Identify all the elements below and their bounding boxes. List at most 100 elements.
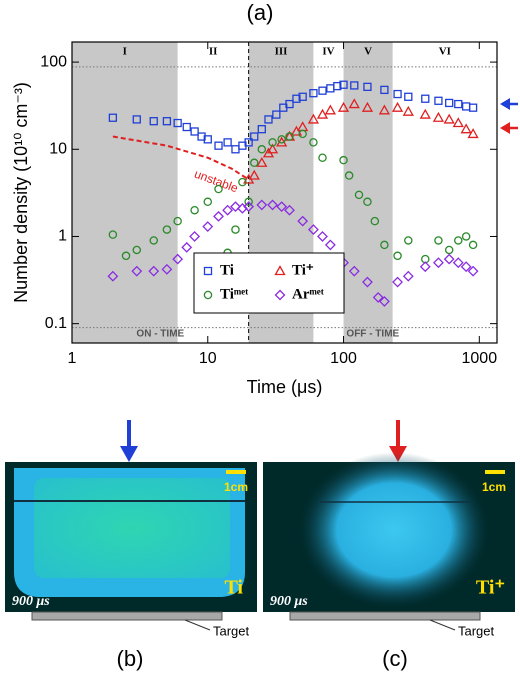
panel-label: (b) — [117, 646, 144, 671]
fit-curve — [112, 135, 250, 181]
data-point — [309, 138, 318, 147]
data-point — [380, 240, 389, 250]
data-point — [318, 86, 327, 95]
data-point — [461, 232, 471, 241]
dense-region — [34, 478, 230, 578]
data-point — [468, 103, 478, 112]
data-point — [419, 261, 431, 273]
data-point — [173, 118, 182, 128]
data-point — [257, 145, 267, 154]
data-point — [256, 199, 268, 211]
data-point — [132, 115, 141, 124]
data-point — [452, 117, 464, 128]
data-point — [276, 201, 288, 213]
data-point — [172, 253, 184, 265]
data-point — [131, 265, 143, 277]
data-point — [132, 245, 142, 255]
data-point — [333, 81, 342, 91]
data-point — [350, 81, 359, 90]
phase-label: V — [364, 46, 372, 58]
target-label: Target — [213, 623, 250, 638]
data-point — [197, 132, 206, 141]
phase-label: III — [275, 46, 288, 58]
species-label: Ti⁺ — [476, 577, 505, 599]
legend-label: Tiᵐᵉᵗ — [220, 286, 249, 302]
data-point — [467, 128, 479, 139]
data-point — [203, 197, 213, 207]
data-point — [434, 236, 443, 245]
species-label: Ti — [224, 577, 243, 599]
data-point — [460, 261, 472, 273]
data-point — [461, 102, 471, 111]
data-point — [148, 265, 160, 277]
data-point — [391, 101, 404, 112]
data-point — [404, 236, 413, 245]
data-point — [337, 101, 350, 112]
data-point — [362, 276, 373, 288]
data-point — [181, 241, 193, 253]
data-point — [149, 117, 158, 126]
data-point — [467, 265, 479, 277]
data-point — [190, 127, 199, 136]
data-point — [344, 171, 354, 180]
phase-label: IV — [322, 46, 334, 58]
data-point — [318, 153, 327, 162]
data-point — [272, 110, 281, 119]
data-point — [203, 135, 212, 144]
legend-marker — [274, 289, 286, 301]
phase-shade — [72, 42, 178, 343]
legend-box — [193, 252, 345, 314]
data-point — [298, 129, 307, 139]
y-tick-label: 1 — [58, 228, 67, 245]
data-point — [243, 201, 255, 213]
data-point — [307, 113, 320, 124]
phase-label: I — [123, 46, 127, 58]
data-point — [231, 225, 240, 234]
data-point — [244, 138, 253, 147]
data-point — [297, 215, 309, 227]
legend-label: Ti — [220, 262, 234, 278]
data-point — [250, 132, 259, 141]
data-point — [267, 199, 278, 211]
panel-c: 1cm Ti⁺ 900 μs Target (c) — [263, 420, 515, 671]
y-tick-label: 10 — [49, 140, 67, 157]
data-point — [149, 236, 158, 245]
target-bar — [289, 611, 481, 621]
data-point — [238, 177, 247, 187]
data-point — [214, 184, 223, 194]
data-point — [378, 295, 390, 307]
legend-marker — [274, 265, 286, 276]
data-point — [230, 201, 241, 213]
scale-label: 1cm — [224, 480, 248, 494]
data-point — [444, 245, 454, 255]
data-point — [231, 145, 240, 154]
y-axis-label: Number density (10¹⁰ cm⁻³) — [11, 82, 31, 303]
data-point — [316, 108, 329, 119]
data-point — [307, 224, 319, 235]
time-label: 900 μs — [270, 594, 308, 609]
data-point — [108, 113, 118, 122]
legend-label: Arᵐᵉᵗ — [292, 286, 325, 302]
data-point — [348, 98, 360, 109]
y-tick-label: 0.1 — [45, 315, 67, 332]
data-point — [402, 270, 414, 282]
data-point — [404, 92, 413, 101]
data-point — [324, 239, 336, 251]
data-point — [392, 276, 403, 288]
data-point — [182, 122, 191, 132]
data-point — [309, 89, 318, 98]
data-point — [250, 158, 259, 168]
scale-label: 1cm — [482, 480, 506, 494]
data-point — [421, 94, 430, 103]
data-point — [107, 270, 119, 282]
plot-frame — [71, 41, 498, 344]
data-point — [121, 251, 131, 261]
data-point — [443, 113, 455, 124]
data-point — [339, 155, 348, 165]
phase-label: VI — [439, 46, 451, 58]
side-arrows — [500, 98, 518, 134]
legend-marker — [203, 266, 213, 276]
legend-label: Ti⁺ — [292, 262, 314, 278]
x-tick-label: 1000 — [462, 350, 498, 367]
